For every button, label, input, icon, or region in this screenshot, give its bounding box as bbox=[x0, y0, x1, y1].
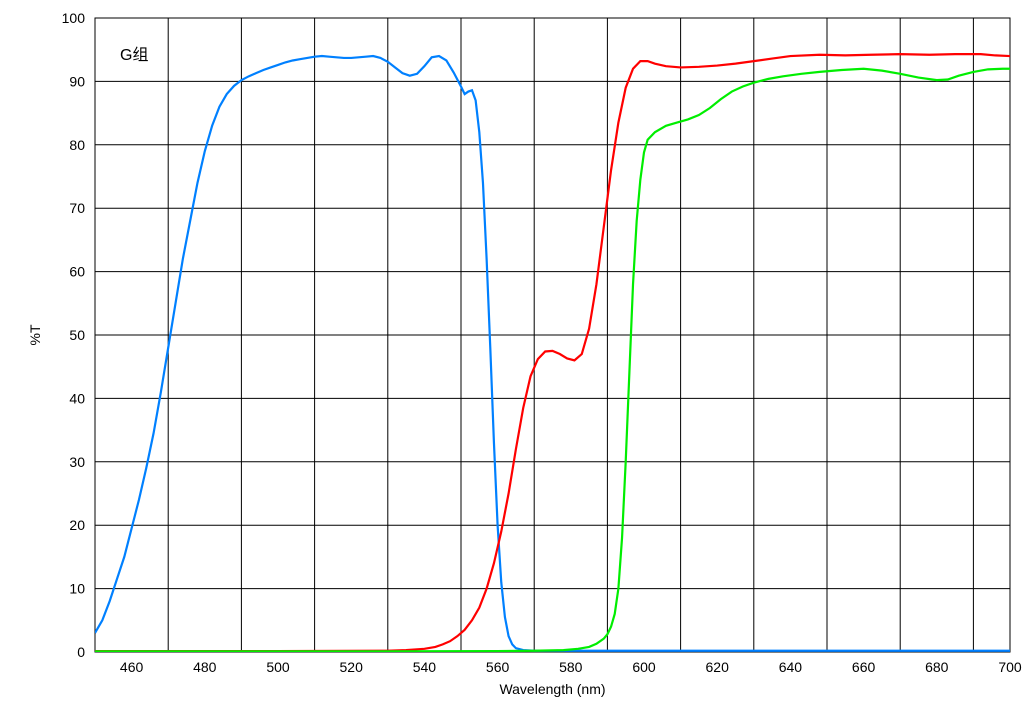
x-tick-label: 580 bbox=[559, 659, 583, 675]
x-tick-label: 560 bbox=[486, 659, 510, 675]
x-tick-label: 520 bbox=[340, 659, 364, 675]
x-tick-label: 460 bbox=[120, 659, 144, 675]
x-tick-label: 540 bbox=[413, 659, 437, 675]
chart-svg: 460 480 500 520 540 560 580 600 620 640 660 680 700 0… bbox=[0, 0, 1024, 703]
y-tick-label: 80 bbox=[69, 137, 85, 153]
x-tick-label: 600 bbox=[632, 659, 656, 675]
y-axis-label: %T bbox=[27, 324, 43, 345]
x-tick-label: 480 bbox=[193, 659, 217, 675]
transmittance-chart: 460 480 500 520 540 560 580 600 620 640 660 680 700 0… bbox=[0, 0, 1024, 703]
y-tick-label: 30 bbox=[69, 454, 85, 470]
x-tick-label: 660 bbox=[852, 659, 876, 675]
x-tick-label: 500 bbox=[266, 659, 290, 675]
y-tick-label: 20 bbox=[69, 517, 85, 533]
x-tick-label: 620 bbox=[706, 659, 730, 675]
y-tick-label: 90 bbox=[69, 73, 85, 89]
y-tick-label: 70 bbox=[69, 200, 85, 216]
y-tick-label: 100 bbox=[62, 10, 86, 26]
y-tick-label: 10 bbox=[69, 581, 85, 597]
x-tick-label: 680 bbox=[925, 659, 949, 675]
x-tick-label: 640 bbox=[779, 659, 803, 675]
chart-bg bbox=[0, 0, 1024, 703]
x-tick-label: 700 bbox=[998, 659, 1022, 675]
y-tick-label: 60 bbox=[69, 264, 85, 280]
inset-group-label: G组 bbox=[120, 46, 148, 64]
y-tick-label: 50 bbox=[69, 327, 85, 343]
y-tick-label: 0 bbox=[77, 644, 85, 660]
y-tick-label: 40 bbox=[69, 390, 85, 406]
x-axis-label: Wavelength (nm) bbox=[499, 681, 605, 697]
